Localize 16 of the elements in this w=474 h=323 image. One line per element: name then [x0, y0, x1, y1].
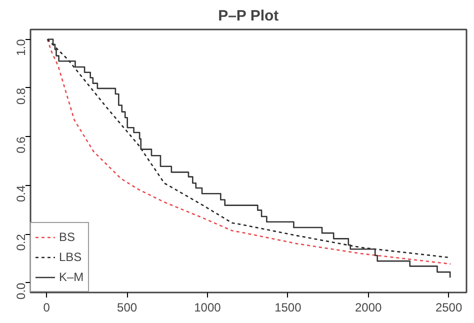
- legend-label: LBS: [59, 250, 82, 264]
- y-tick-label: 0.2: [14, 234, 28, 251]
- y-tick-label: 0.8: [14, 88, 28, 105]
- y-tick-label: 1.0: [14, 38, 28, 56]
- y-tick-label: 0.6: [14, 136, 28, 154]
- chart-title: P–P Plot: [218, 8, 279, 24]
- y-tick-label: 0.0: [14, 282, 28, 300]
- x-tick-label: 500: [117, 300, 138, 314]
- x-tick-label: 0: [43, 300, 50, 314]
- y-tick-label: 0.4: [14, 185, 28, 202]
- x-tick-label: 1000: [194, 300, 222, 314]
- x-tick-label: 2500: [435, 300, 462, 314]
- x-tick-label: 1500: [274, 300, 302, 314]
- x-tick-label: 2000: [355, 300, 382, 314]
- legend-label: K–M: [59, 270, 84, 284]
- legend-label: BS: [59, 230, 76, 244]
